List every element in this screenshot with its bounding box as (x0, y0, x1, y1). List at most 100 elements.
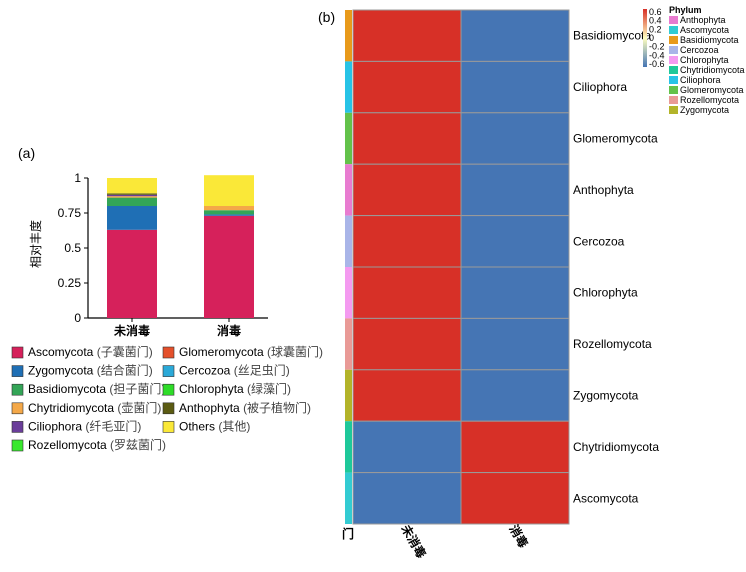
row-label-chlorophyta: Chlorophyta (573, 286, 638, 300)
phylum-swatch-chytridiomycota (669, 66, 678, 74)
row-annotation-chytridiomycota (345, 421, 352, 473)
row-label-glomeromycota: Glomeromycota (573, 132, 658, 146)
row-label-cercozoa: Cercozoa (573, 234, 625, 248)
phylum-swatch-rozellomycota (669, 96, 678, 104)
legend-chinese-name: (球囊菌门) (267, 344, 323, 359)
y-axis-label: 相对丰度 (28, 220, 43, 268)
legend-name: Glomeromycota (179, 345, 267, 359)
bar-segment-basidiomycota (107, 197, 157, 206)
phylum-label-ciliophora: Ciliophora (680, 75, 721, 85)
row-annotation-rozellomycota (345, 318, 352, 370)
legend-swatch-rozellomycota (11, 439, 24, 452)
phylum-swatch-ascomycota (669, 26, 678, 34)
row-label-basidiomycota: Basidiomycota (573, 29, 651, 43)
heatmap-cell (460, 9, 570, 62)
stacked-bar-chart: 0 0.25 0.5 0.75 1 未消毒 消毒 (58, 171, 268, 338)
y-tick-label: 1 (74, 171, 81, 185)
phylum-swatch-basidiomycota (669, 36, 678, 44)
colorbar-tick-label: -0.6 (649, 59, 665, 69)
legend-label-basidiomycota: Basidiomycota (担子菌门) (28, 381, 165, 396)
legend-swatch-cercozoa (162, 365, 175, 377)
heatmap-cell (460, 163, 570, 217)
legend-name: Anthophyta (179, 401, 243, 415)
phylum-label-glomeromycota: Glomeromycota (680, 85, 744, 95)
legend-name: Chlorophyta (179, 382, 247, 396)
phylum-label-ascomycota: Ascomycota (680, 25, 729, 35)
legend-swatch-chlorophyta (162, 383, 175, 396)
heatmap-cell (352, 266, 462, 319)
y-tick-label: 0.25 (58, 276, 82, 290)
legend-name: Others (179, 419, 218, 433)
phylum-label-chlorophyta: Chlorophyta (680, 55, 729, 65)
bar-segment-ascomycota (204, 215, 254, 318)
panel-a-label: (a) (18, 145, 35, 161)
phylum-legend: PhylumAnthophytaAscomycotaBasidiomycotaC… (669, 5, 745, 115)
colorbar-bar (643, 9, 647, 67)
row-annotation-basidiomycota (345, 10, 352, 62)
annotation-title: 门 (342, 526, 354, 541)
y-tick-label: 0.75 (58, 206, 82, 220)
phylum-swatch-anthophyta (669, 16, 678, 24)
y-tick-label: 0 (74, 311, 81, 325)
bar-segment-zygomycota (107, 206, 157, 230)
bar-segment-ciliophora (107, 194, 157, 197)
legend-name: Chytridiomycota (28, 401, 117, 415)
legend-chinese-name: (结合菌门) (97, 363, 153, 378)
colorbar-tick-label: -0.4 (649, 50, 665, 60)
row-annotation-ascomycota (345, 472, 352, 524)
legend-swatch-chytridiomycota (11, 402, 24, 415)
legend-swatch-zygomycota (11, 365, 24, 377)
legend-label-chlorophyta: Chlorophyta (绿藻门) (179, 381, 291, 396)
heatmap-cell (352, 112, 462, 165)
column-label: 未消毒 (398, 521, 429, 561)
bar-segment-others (107, 178, 157, 194)
legend-chinese-name: (纤毛亚门) (85, 418, 141, 433)
legend-chinese-name: (丝足虫门) (234, 363, 290, 378)
column-label: 消毒 (506, 522, 531, 550)
phylum-label-chytridiomycota: Chytridiomycota (680, 65, 745, 75)
phylum-swatch-chlorophyta (669, 56, 678, 64)
heatmap-cell (352, 9, 462, 62)
heatmap-cell (352, 317, 462, 371)
colorbar-tick-label: -0.2 (649, 42, 665, 52)
phylum-label-anthophyta: Anthophyta (680, 15, 726, 25)
row-label-ascomycota: Ascomycota (573, 491, 639, 505)
legend-label-zygomycota: Zygomycota (结合菌门) (28, 363, 153, 378)
phylum-label-rozellomycota: Rozellomycota (680, 95, 739, 105)
phylum-label-basidiomycota: Basidiomycota (680, 35, 739, 45)
bar-segment-basidiomycota (204, 210, 254, 215)
colorbar-tick-label: 0.6 (649, 7, 662, 17)
heatmap-cell (352, 472, 462, 525)
legend-label-cercozoa: Cercozoa (丝足虫门) (179, 363, 290, 378)
row-annotation-zygomycota (345, 369, 352, 422)
legend-name: Ciliophora (28, 419, 85, 433)
phylum-label-cercozoa: Cercozoa (680, 45, 719, 55)
phylum-swatch-cercozoa (669, 46, 678, 54)
heatmap-cell (460, 420, 570, 474)
heatmap-cell (460, 112, 570, 165)
bar-segment-zygomycota (204, 214, 254, 216)
bar-chart-legend: Ascomycota (子囊菌门) Glomeromycota (球囊菌门) Zyg… (11, 344, 323, 452)
legend-chinese-name: (子囊菌门) (97, 344, 153, 359)
legend-label-anthophyta: Anthophyta (被子植物门) (179, 400, 311, 415)
legend-swatch-anthophyta (162, 402, 175, 415)
phylum-swatch-glomeromycota (669, 86, 678, 94)
x-tick-label: 消毒 (217, 323, 241, 338)
x-tick-label: 未消毒 (113, 323, 150, 338)
legend-label-glomeromycota: Glomeromycota (球囊菌门) (179, 344, 323, 359)
row-annotation-anthophyta (345, 164, 352, 216)
legend-name: Rozellomycota (28, 438, 110, 452)
legend-swatch-ascomycota (11, 346, 24, 359)
y-tick-label: 0.5 (64, 241, 81, 255)
legend-label-others: Others (其他) (179, 419, 250, 433)
legend-label-rozellomycota: Rozellomycota (罗兹菌门) (28, 437, 166, 452)
panel-b-label: (b) (318, 9, 335, 25)
bar-segment-ascomycota (107, 229, 157, 318)
colorbar-tick-label: 0 (649, 33, 654, 43)
heatmap-cell (460, 369, 570, 422)
heatmap-cell (460, 215, 570, 268)
heatmap-cell (460, 472, 570, 525)
legend-chinese-name: (罗兹菌门) (110, 437, 166, 452)
phylum-label-zygomycota: Zygomycota (680, 105, 729, 115)
legend-name: Basidiomycota (28, 382, 109, 396)
